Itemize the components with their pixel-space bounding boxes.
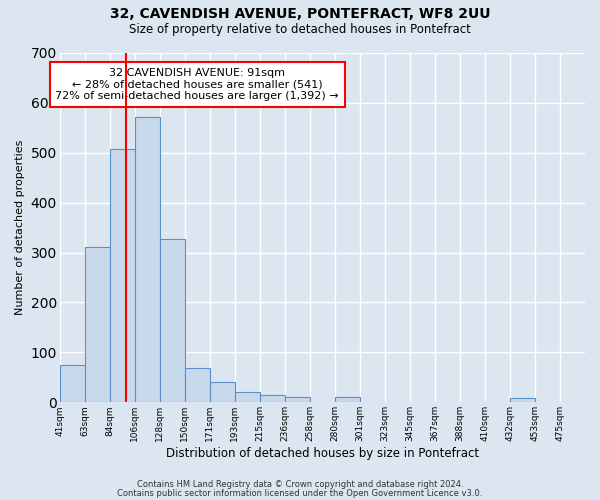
Bar <box>210 382 235 402</box>
Bar <box>60 365 85 403</box>
Text: Contains HM Land Registry data © Crown copyright and database right 2024.: Contains HM Land Registry data © Crown c… <box>137 480 463 489</box>
Bar <box>110 150 135 402</box>
Bar <box>285 398 310 402</box>
Bar <box>160 238 185 402</box>
Bar <box>510 398 535 402</box>
Bar <box>260 395 285 402</box>
Text: 32, CAVENDISH AVENUE, PONTEFRACT, WF8 2UU: 32, CAVENDISH AVENUE, PONTEFRACT, WF8 2U… <box>110 8 490 22</box>
Text: Size of property relative to detached houses in Pontefract: Size of property relative to detached ho… <box>129 22 471 36</box>
Bar <box>335 398 360 402</box>
Bar <box>185 368 210 402</box>
Bar <box>235 392 260 402</box>
X-axis label: Distribution of detached houses by size in Pontefract: Distribution of detached houses by size … <box>166 447 479 460</box>
Text: Contains public sector information licensed under the Open Government Licence v3: Contains public sector information licen… <box>118 488 482 498</box>
Bar <box>85 246 110 402</box>
Bar <box>135 117 160 403</box>
Y-axis label: Number of detached properties: Number of detached properties <box>15 140 25 316</box>
Text: 32 CAVENDISH AVENUE: 91sqm
← 28% of detached houses are smaller (541)
72% of sem: 32 CAVENDISH AVENUE: 91sqm ← 28% of deta… <box>55 68 339 101</box>
